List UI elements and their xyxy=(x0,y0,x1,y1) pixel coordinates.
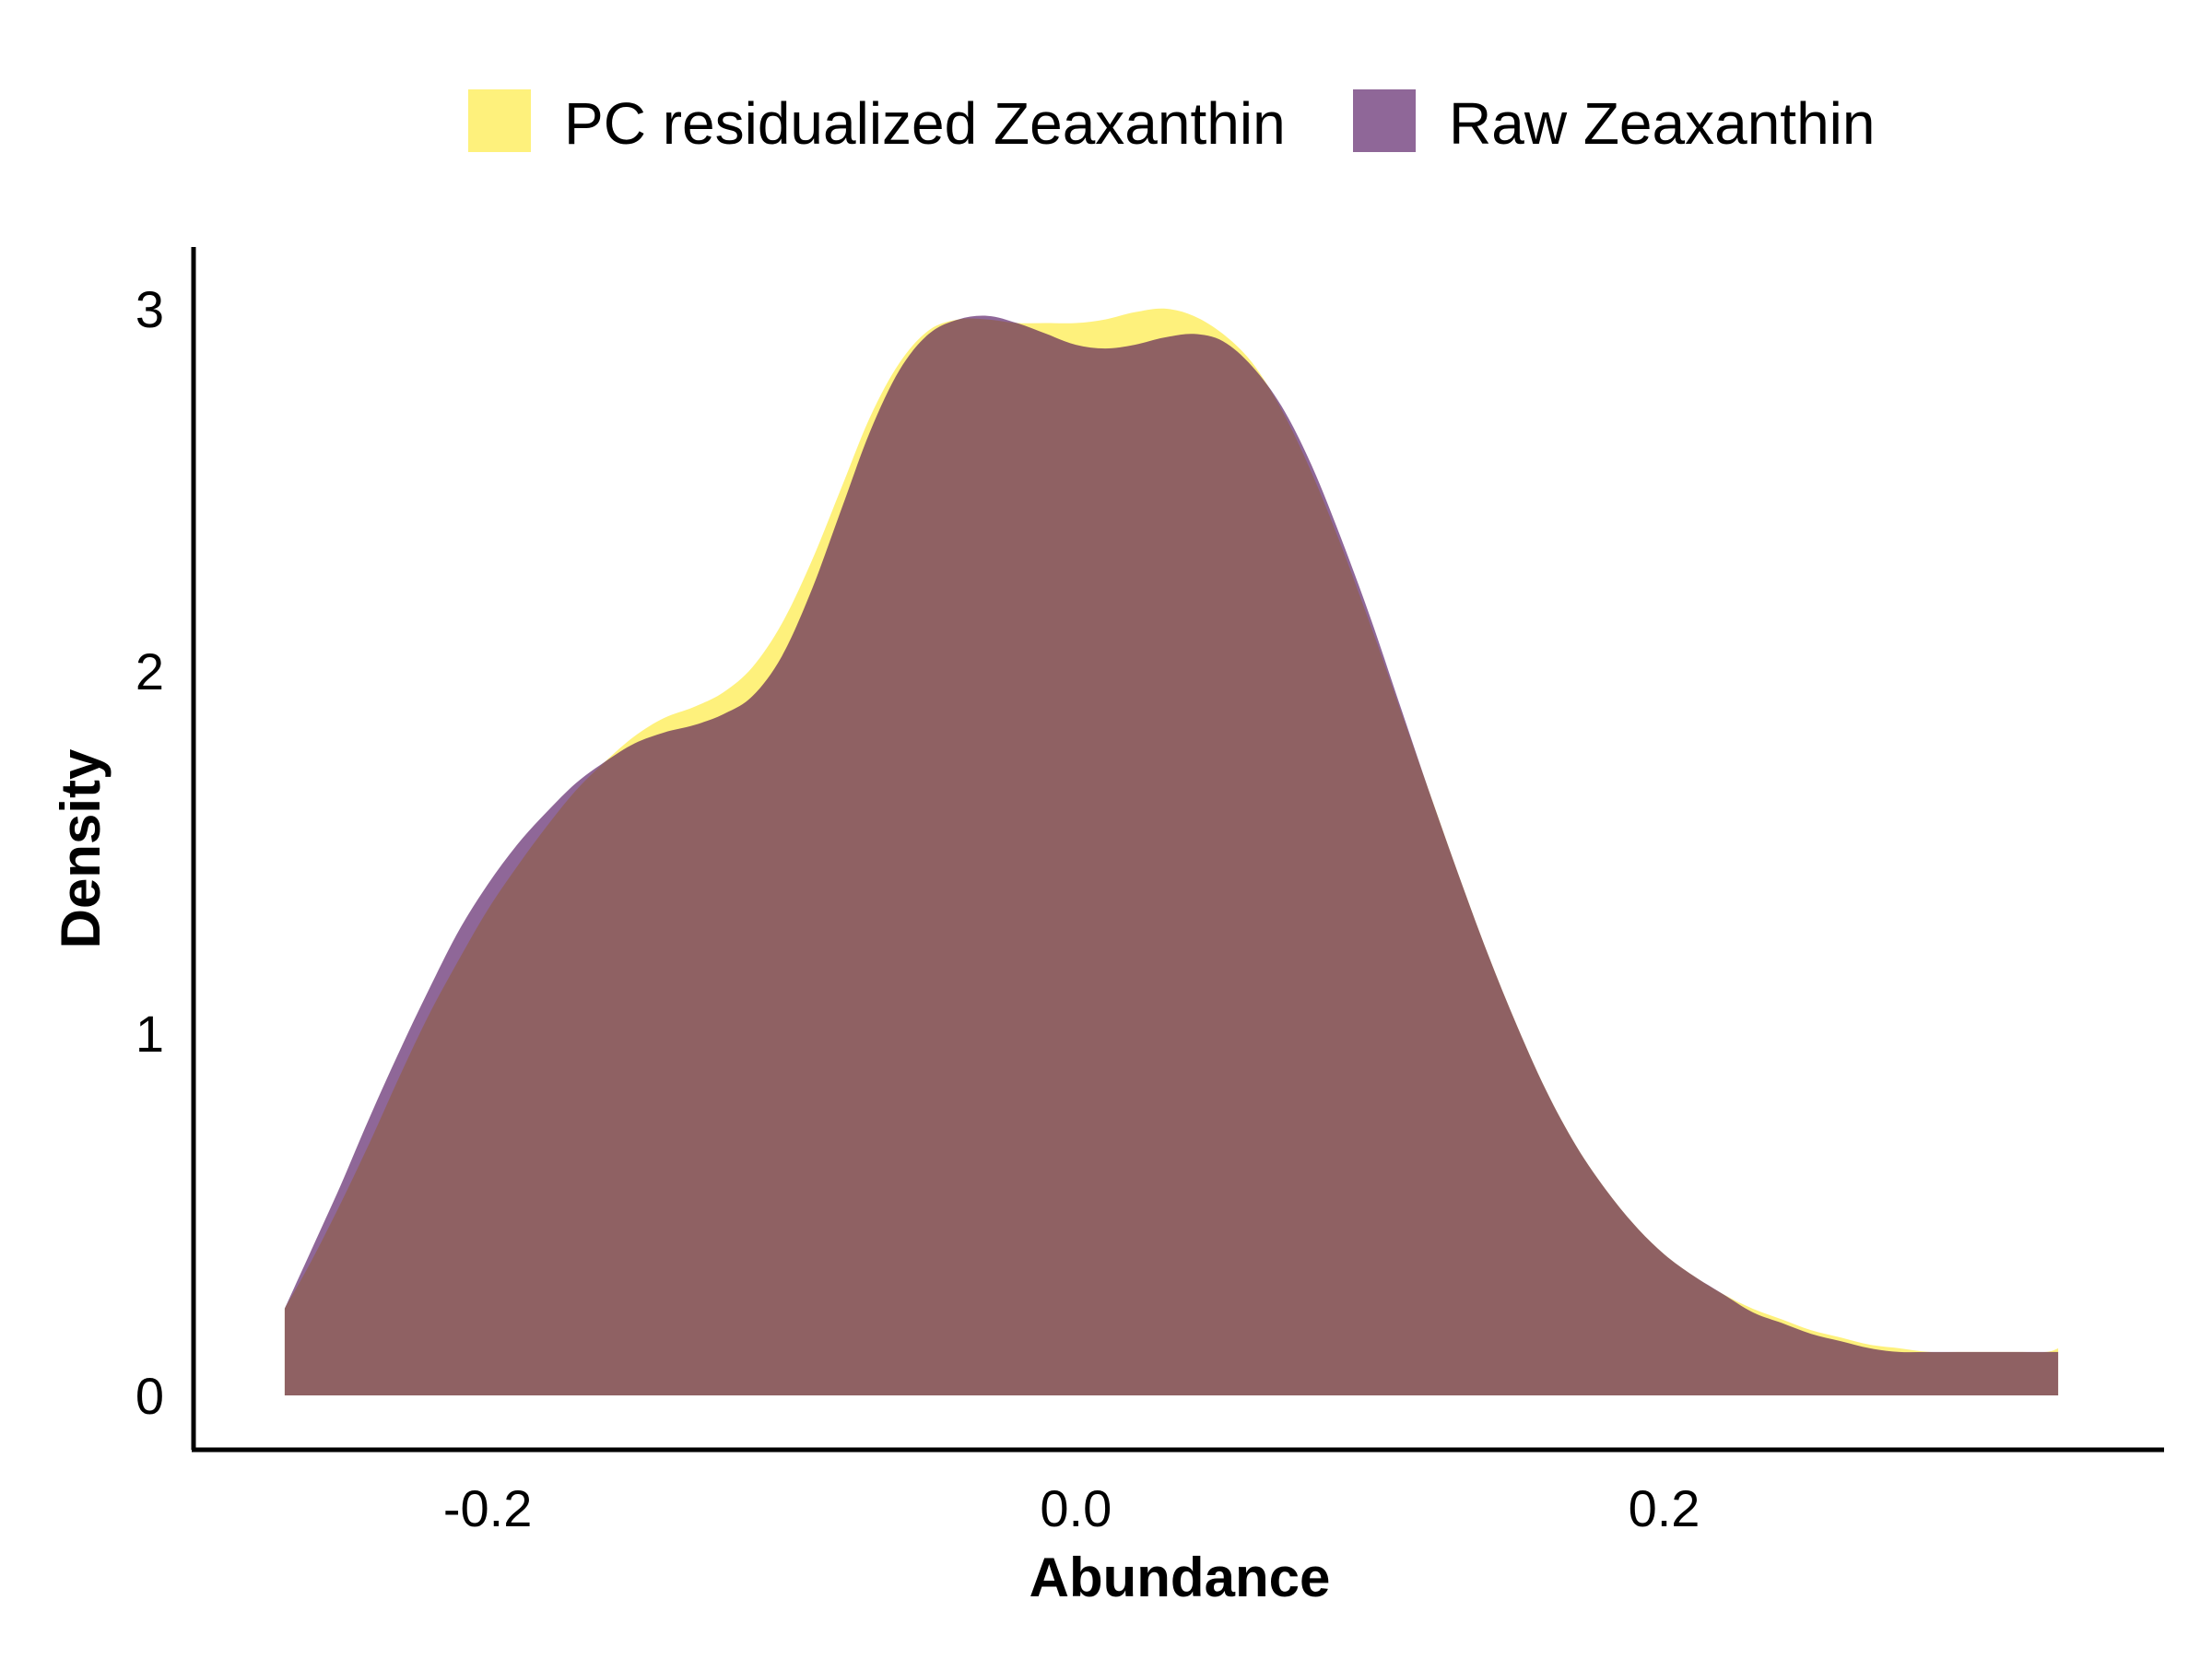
x-tick-label: -0.2 xyxy=(443,1479,533,1537)
legend-label-pc-residualized: PC residualized Zeaxanthin xyxy=(564,90,1286,157)
y-tick-label: 2 xyxy=(135,642,164,700)
y-tick-label: 1 xyxy=(135,1005,164,1063)
legend: PC residualized Zeaxanthin Raw Zeaxanthi… xyxy=(468,89,1875,157)
legend-label-raw: Raw Zeaxanthin xyxy=(1449,90,1875,157)
x-tick-labels: -0.2 0.0 0.2 xyxy=(443,1479,1700,1537)
series-layer xyxy=(284,308,2059,1396)
density-area-raw xyxy=(284,315,2059,1396)
y-tick-label: 0 xyxy=(135,1367,164,1425)
y-tick-label: 3 xyxy=(135,280,164,338)
x-tick-label: 0.0 xyxy=(1040,1479,1112,1537)
y-tick-labels: 0 1 2 3 xyxy=(135,280,164,1425)
legend-key-raw xyxy=(1353,89,1416,152)
x-axis-title: Abundance xyxy=(1030,1547,1331,1608)
legend-key-pc-residualized xyxy=(468,89,531,152)
x-tick-label: 0.2 xyxy=(1629,1479,1700,1537)
y-axis-title: Density xyxy=(50,748,112,948)
